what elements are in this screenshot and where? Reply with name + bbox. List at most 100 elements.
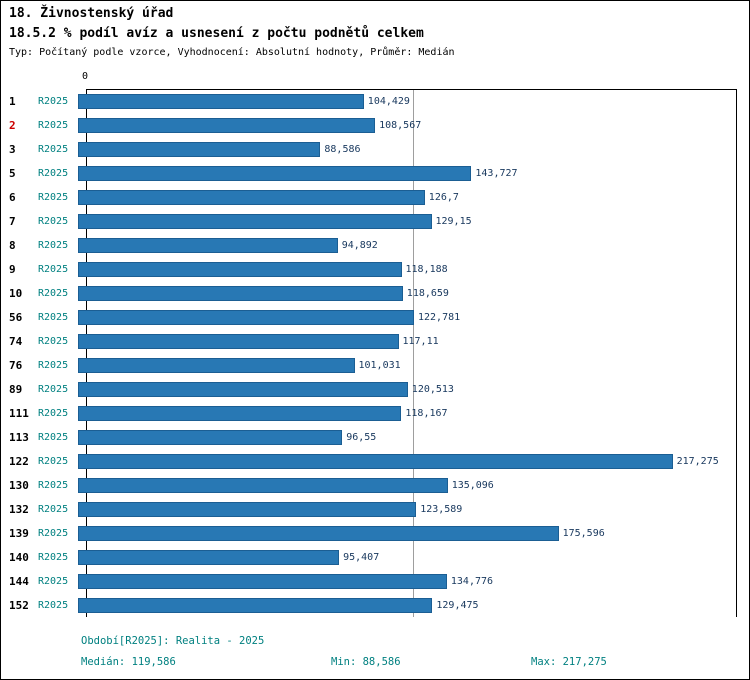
bar-area: 134,776 <box>78 573 749 589</box>
bar-value-label: 143,727 <box>475 167 518 179</box>
chart-row: 140 R2025 95,407 <box>1 545 749 569</box>
series-label: R2025 <box>38 287 69 299</box>
bar-area: 118,659 <box>78 285 749 301</box>
value-bar <box>78 573 447 589</box>
value-bar <box>78 525 559 541</box>
series-label: R2025 <box>38 575 69 587</box>
row-id-label: 144 <box>9 574 29 588</box>
bar-area: 123,589 <box>78 501 749 517</box>
bar-area: 120,513 <box>78 381 749 397</box>
value-bar <box>78 285 403 301</box>
value-bar <box>78 429 343 445</box>
series-label: R2025 <box>38 167 69 179</box>
bar-value-label: 104,429 <box>367 95 410 107</box>
bar-area: 101,031 <box>78 357 749 373</box>
bar-area: 143,727 <box>78 165 749 181</box>
bar-area: 96,55 <box>78 429 749 445</box>
row-id-label: 122 <box>9 454 29 468</box>
value-bar <box>78 213 432 229</box>
chart-row: 139 R2025 175,596 <box>1 521 749 545</box>
series-label: R2025 <box>38 383 69 395</box>
row-id-label: 74 <box>9 334 23 348</box>
series-label: R2025 <box>38 527 69 539</box>
series-label: R2025 <box>38 479 69 491</box>
report-title: 18. Živnostenský úřad <box>9 6 174 21</box>
value-bar <box>78 549 340 565</box>
max-stat: Max: 217,275 <box>531 656 607 668</box>
min-stat: Min: 88,586 <box>331 656 401 668</box>
chart-row: 130 R2025 135,096 <box>1 473 749 497</box>
value-bar <box>78 237 338 253</box>
value-bar <box>78 333 399 349</box>
row-id-label: 139 <box>9 526 29 540</box>
bar-area: 129,15 <box>78 213 749 229</box>
bar-area: 129,475 <box>78 597 749 613</box>
chart-right-border <box>736 89 737 617</box>
row-id-label: 56 <box>9 310 23 324</box>
bar-area: 217,275 <box>78 453 749 469</box>
chart-row: 8 R2025 94,892 <box>1 233 749 257</box>
value-bar <box>78 93 364 109</box>
chart-row: 5 R2025 143,727 <box>1 161 749 185</box>
bar-value-label: 96,55 <box>346 431 377 443</box>
bar-value-label: 126,7 <box>428 191 459 203</box>
series-label: R2025 <box>38 311 69 323</box>
median-stat: Medián: 119,586 <box>81 656 176 668</box>
bar-value-label: 118,188 <box>405 263 448 275</box>
row-id-label: 132 <box>9 502 29 516</box>
series-label: R2025 <box>38 215 69 227</box>
row-id-label: 140 <box>9 550 29 564</box>
y-axis-line <box>86 89 87 617</box>
chart-row: 74 R2025 117,11 <box>1 329 749 353</box>
chart-row: 144 R2025 134,776 <box>1 569 749 593</box>
value-bar <box>78 261 402 277</box>
bar-area: 118,167 <box>78 405 749 421</box>
bar-area: 135,096 <box>78 477 749 493</box>
row-id-label: 76 <box>9 358 23 372</box>
bar-value-label: 129,15 <box>435 215 472 227</box>
bar-value-label: 120,513 <box>411 383 454 395</box>
bar-value-label: 118,659 <box>406 287 449 299</box>
bar-area: 122,781 <box>78 309 749 325</box>
chart-row: 113 R2025 96,55 <box>1 425 749 449</box>
bar-value-label: 94,892 <box>341 239 378 251</box>
bar-area: 175,596 <box>78 525 749 541</box>
row-id-label: 10 <box>9 286 23 300</box>
bar-area: 108,567 <box>78 117 749 133</box>
chart-row: 3 R2025 88,586 <box>1 137 749 161</box>
value-bar <box>78 501 417 517</box>
bar-area: 94,892 <box>78 237 749 253</box>
bar-value-label: 134,776 <box>450 575 494 587</box>
row-id-label: 111 <box>9 406 29 420</box>
series-label: R2025 <box>38 239 69 251</box>
bar-area: 95,407 <box>78 549 749 565</box>
bar-area: 126,7 <box>78 189 749 205</box>
chart-row: 122 R2025 217,275 <box>1 449 749 473</box>
row-id-label: 8 <box>9 238 16 252</box>
value-bar <box>78 597 433 613</box>
chart-row: 6 R2025 126,7 <box>1 185 749 209</box>
bar-area: 104,429 <box>78 93 749 109</box>
value-bar <box>78 189 425 205</box>
bar-value-label: 108,567 <box>379 119 422 131</box>
chart-row: 152 R2025 129,475 <box>1 593 749 617</box>
bar-area: 118,188 <box>78 261 749 277</box>
value-bar <box>78 141 321 157</box>
bar-value-label: 122,781 <box>418 311 461 323</box>
row-id-label: 130 <box>9 478 29 492</box>
series-label: R2025 <box>38 455 69 467</box>
value-bar <box>78 165 472 181</box>
value-bar <box>78 453 673 469</box>
axis-zero-label: 0 <box>82 71 89 82</box>
bar-value-label: 217,275 <box>676 455 719 467</box>
series-label: R2025 <box>38 431 69 443</box>
series-label: R2025 <box>38 551 69 563</box>
row-id-label: 152 <box>9 598 29 612</box>
series-label: R2025 <box>38 263 69 275</box>
row-id-label: 6 <box>9 190 16 204</box>
bar-value-label: 101,031 <box>358 359 401 371</box>
bar-value-label: 117,11 <box>402 335 439 347</box>
x-axis-line <box>86 89 736 90</box>
bar-area: 88,586 <box>78 141 749 157</box>
